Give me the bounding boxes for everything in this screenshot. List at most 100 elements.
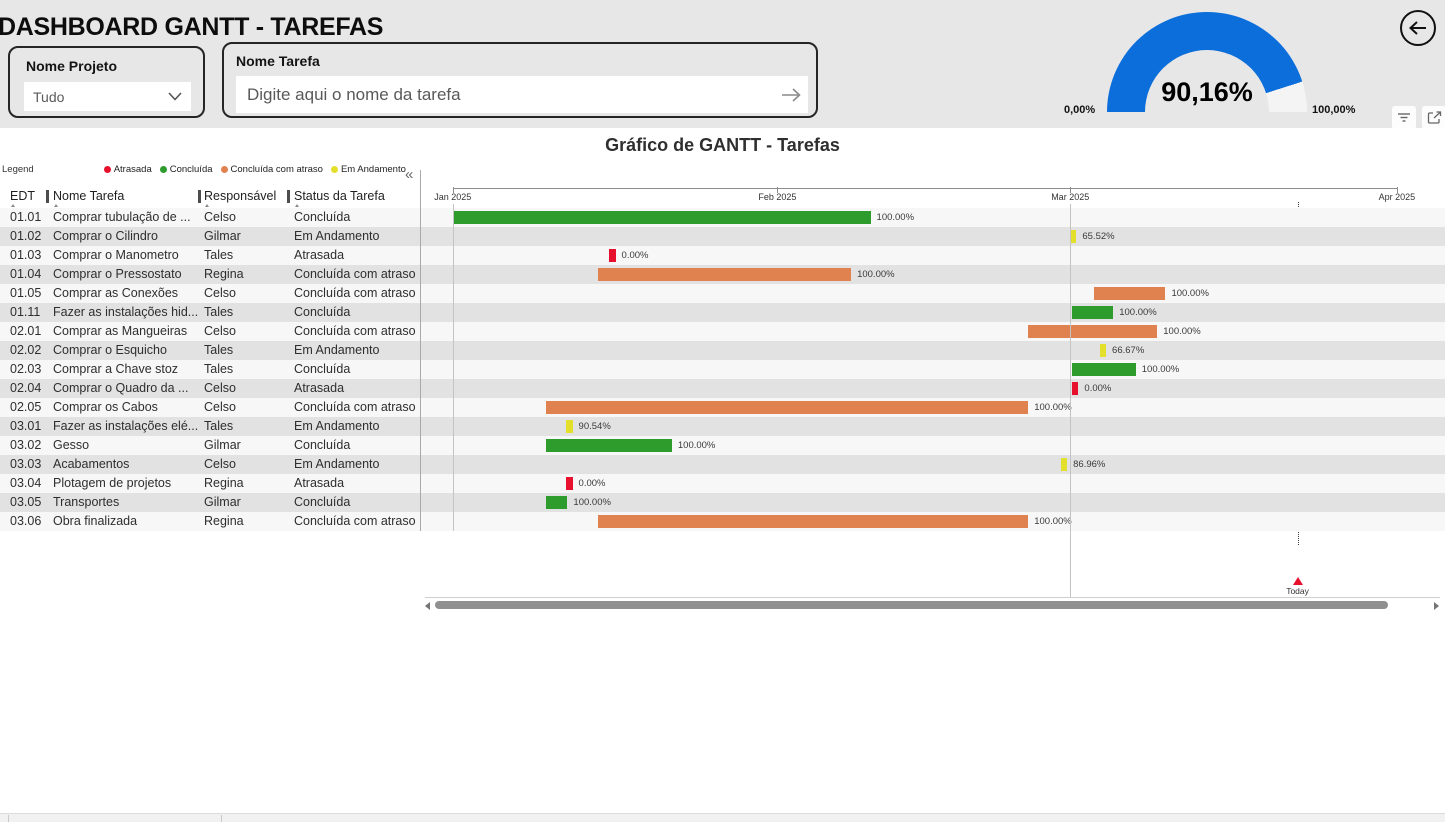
table-row[interactable]: 01.04 Comprar o Pressostato Regina Concluíd… — [0, 265, 420, 284]
cell-status: Em Andamento — [294, 229, 380, 243]
gantt-bar-01.05[interactable] — [1093, 287, 1166, 300]
month-label: Apr 2025 — [1378, 192, 1416, 202]
cell-task-name: Comprar as Conexões — [53, 286, 179, 300]
table-chart-divider — [420, 170, 421, 531]
gantt-bar-01.04[interactable] — [598, 268, 852, 281]
project-dropdown[interactable]: Tudo — [24, 82, 191, 111]
cell-owner: Celso — [204, 457, 236, 471]
table-row[interactable]: 03.01 Fazer as instalações elé... Tales Em … — [0, 417, 420, 436]
gantt-bar-03.01[interactable] — [566, 420, 573, 433]
table-row[interactable]: 03.05 Transportes Gilmar Concluída — [0, 493, 420, 512]
cell-task-name: Gesso — [53, 438, 90, 452]
legend-items: Atrasada Concluída Concluída com atraso Em … — [103, 164, 414, 175]
legend-title: Legend — [2, 164, 34, 175]
legend-item[interactable]: Concluída — [159, 164, 213, 175]
table-row[interactable]: 02.04 Comprar o Quadro da ... Celso Atrasad… — [0, 379, 420, 398]
gantt-bar-02.01[interactable] — [1028, 325, 1158, 338]
table-row[interactable]: 02.02 Comprar o Esquicho Tales Em Andamento — [0, 341, 420, 360]
cell-owner: Regina — [204, 514, 244, 528]
gantt-bar-02.02[interactable] — [1099, 344, 1107, 357]
collapse-pane-icon[interactable]: « — [405, 166, 414, 183]
project-slicer-label: Nome Projeto — [26, 58, 118, 74]
legend-item[interactable]: Em Andamento — [330, 164, 406, 175]
column-header-nome-tarefa[interactable]: Nome Tarefa — [53, 189, 125, 207]
cell-task-name: Comprar o Pressostato — [53, 267, 182, 281]
gantt-bar-01.11[interactable] — [1072, 306, 1114, 319]
column-header-respons-vel[interactable]: Responsável — [204, 189, 277, 207]
table-row[interactable]: 01.11 Fazer as instalações hid... Tales Con… — [0, 303, 420, 322]
month-tick — [1070, 187, 1072, 193]
gantt-bar-02.04[interactable] — [1072, 382, 1079, 395]
gantt-row-band — [421, 246, 1445, 265]
table-header: EDT Nome Tarefa Responsável Status da Taref… — [0, 188, 420, 208]
task-search-input[interactable] — [236, 76, 774, 113]
project-slicer-card: Nome Projeto Tudo — [8, 46, 205, 118]
cell-edt: 03.05 — [10, 495, 42, 509]
gantt-row-band — [421, 227, 1445, 246]
column-header-edt[interactable]: EDT — [10, 189, 35, 207]
gantt-row-band — [421, 379, 1445, 398]
gantt-bar-02.05[interactable] — [545, 401, 1029, 414]
table-row[interactable]: 03.04 Plotagem de projetos Regina Atrasada — [0, 474, 420, 493]
chart-bottom-axis — [425, 597, 1440, 598]
gantt-bar-label: 0.00% — [1084, 382, 1112, 394]
column-header-status-da-tarefa[interactable]: Status da Tarefa — [294, 189, 385, 207]
search-submit-button[interactable] — [774, 83, 808, 107]
table-row[interactable]: 02.01 Comprar as Mangueiras Celso Concluída… — [0, 322, 420, 341]
cell-edt: 03.04 — [10, 476, 42, 490]
gantt-bar-label: 66.67% — [1112, 344, 1145, 356]
gantt-bar-label: 100.00% — [1171, 287, 1209, 299]
gantt-bar-label: 100.00% — [573, 496, 611, 508]
task-table: 01.01 Comprar tubulação de ... Celso Conclu… — [0, 208, 420, 531]
gantt-bar-03.05[interactable] — [545, 496, 568, 509]
gauge-min-label: 0,00% — [1064, 104, 1096, 116]
gantt-title: Gráfico de GANTT - Tarefas — [605, 135, 840, 155]
visual-actions — [1392, 106, 1445, 129]
cell-status: Concluída com atraso — [294, 267, 416, 281]
filter-icon-button[interactable] — [1392, 106, 1416, 129]
legend-item[interactable]: Concluída com atraso — [220, 164, 323, 175]
legend-dot-icon — [159, 166, 167, 173]
table-row[interactable]: 02.03 Comprar a Chave stoz Tales Concluída — [0, 360, 420, 379]
gantt-bar-01.03[interactable] — [609, 249, 616, 262]
gantt-bar-03.06[interactable] — [598, 515, 1029, 528]
cell-owner: Celso — [204, 210, 236, 224]
table-row[interactable]: 01.05 Comprar as Conexões Celso Concluída c… — [0, 284, 420, 303]
table-row[interactable]: 01.03 Comprar o Manometro Tales Atrasada — [0, 246, 420, 265]
legend-dot-icon — [330, 166, 338, 173]
cell-status: Concluída com atraso — [294, 514, 416, 528]
cell-edt: 02.01 — [10, 324, 42, 338]
gantt-bar-03.04[interactable] — [566, 477, 573, 490]
table-row[interactable]: 02.05 Comprar os Cabos Celso Concluída com … — [0, 398, 420, 417]
cell-edt: 02.04 — [10, 381, 42, 395]
table-row[interactable]: 01.01 Comprar tubulação de ... Celso Conclu… — [0, 208, 420, 227]
month-tick — [777, 187, 779, 193]
scrollbar-right-arrow[interactable] — [1434, 602, 1439, 610]
today-marker-icon — [1292, 577, 1303, 585]
legend-item[interactable]: Atrasada — [103, 164, 152, 175]
gantt-bar-01.01[interactable] — [452, 211, 871, 224]
gantt-bar-03.02[interactable] — [545, 439, 672, 452]
month-label: Mar 2025 — [1051, 192, 1090, 202]
gantt-bar-01.02[interactable] — [1070, 230, 1077, 243]
table-row[interactable]: 01.02 Comprar o Cilindro Gilmar Em Andament… — [0, 227, 420, 246]
focus-mode-button[interactable] — [1422, 106, 1445, 129]
month-tick — [1396, 187, 1398, 193]
scrollbar-left-arrow[interactable] — [425, 602, 430, 610]
back-button[interactable] — [1400, 10, 1436, 46]
table-row[interactable]: 03.03 Acabamentos Celso Em Andamento — [0, 455, 420, 474]
scrollbar-thumb[interactable] — [435, 601, 1388, 609]
cell-owner: Gilmar — [204, 495, 241, 509]
today-label: Today — [1286, 586, 1309, 596]
table-row[interactable]: 03.02 Gesso Gilmar Concluída — [0, 436, 420, 455]
month-label: Feb 2025 — [758, 192, 797, 202]
gantt-bar-02.03[interactable] — [1072, 363, 1136, 376]
gantt-bar-03.03[interactable] — [1061, 458, 1068, 471]
cell-task-name: Acabamentos — [53, 457, 130, 471]
cell-status: Em Andamento — [294, 457, 380, 471]
table-row[interactable]: 03.06 Obra finalizada Regina Concluída com … — [0, 512, 420, 531]
gantt-bar-label: 100.00% — [857, 268, 895, 280]
cell-edt: 03.01 — [10, 419, 42, 433]
gantt-plot-area: Jan 2025 Feb 2025 Mar 2025 Apr 2025 100.00% 6… — [421, 187, 1445, 597]
